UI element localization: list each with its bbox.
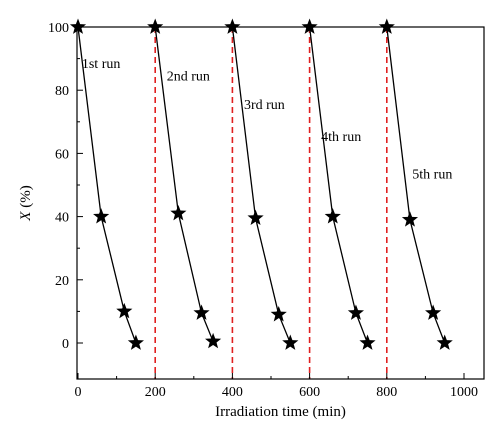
series-2nd-run	[147, 18, 222, 349]
x-tick-label: 800	[376, 385, 397, 400]
y-tick-label: 60	[55, 147, 69, 162]
y-tick-label: 20	[55, 274, 69, 289]
x-tick-label: 1000	[450, 385, 478, 400]
data-point-star	[224, 18, 241, 34]
data-point-star	[347, 304, 364, 320]
x-axis-title: Irradiation time (min)	[215, 404, 346, 420]
run-dividers	[154, 27, 388, 379]
data-point-star	[359, 334, 376, 350]
x-tick-label: 600	[299, 385, 320, 400]
series-line	[231, 26, 291, 344]
series-layer	[69, 18, 453, 350]
data-point-star	[270, 306, 287, 322]
series-4th-run	[301, 18, 376, 350]
series-1st-run	[69, 18, 144, 350]
data-point-star	[247, 209, 264, 226]
series-line	[154, 26, 214, 342]
axes: 0 200 400 600 800 1000 0 20 40 60 80 100	[48, 21, 478, 400]
run-label: 2nd run	[167, 70, 210, 85]
x-tick-label: 200	[145, 385, 166, 400]
data-point-star	[93, 208, 110, 224]
data-point-star	[170, 204, 187, 221]
data-point-star	[436, 334, 453, 350]
run-label: 5th run	[412, 168, 452, 183]
run-label: 1st run	[82, 57, 121, 72]
y-axis-title: X (%)	[18, 185, 34, 221]
data-point-star	[193, 304, 210, 320]
series-line	[77, 26, 137, 344]
series-line	[386, 26, 446, 344]
data-point-star	[282, 334, 299, 350]
y-tick-label: 80	[55, 84, 69, 99]
x-tick-label: 400	[222, 385, 243, 400]
data-point-star	[127, 334, 144, 350]
run-labels: 1st run 2nd run 3rd run 4th run 5th run	[82, 57, 452, 183]
y-tick-label: 0	[62, 337, 69, 352]
data-point-star	[69, 18, 87, 34]
y-axis-title-unit: (%)	[18, 185, 34, 211]
series-3rd-run	[224, 18, 299, 350]
data-point-star	[378, 18, 395, 34]
plot-border	[76, 26, 485, 380]
series-5th-run	[378, 18, 453, 350]
data-point-star	[301, 18, 318, 34]
data-point-star	[205, 332, 222, 349]
data-point-star	[425, 304, 442, 320]
y-axis-title-variable: X	[18, 211, 34, 222]
run-label: 3rd run	[244, 98, 285, 113]
x-tick-label: 0	[75, 385, 82, 400]
data-point-star	[401, 211, 419, 227]
data-point-star	[147, 18, 164, 34]
run-label: 4th run	[321, 130, 361, 145]
series-line	[308, 26, 369, 344]
data-point-star	[324, 208, 341, 224]
y-tick-label: 40	[55, 211, 69, 226]
y-tick-label: 100	[48, 21, 69, 36]
plot-frame	[76, 26, 485, 380]
data-point-star	[116, 302, 133, 319]
